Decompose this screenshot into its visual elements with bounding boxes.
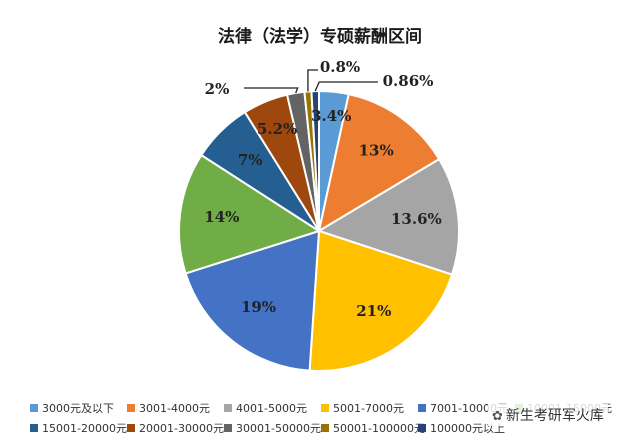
- legend-swatch: [321, 424, 329, 432]
- data-label-8: 5.2%: [257, 120, 297, 138]
- legend-label: 100000元以上: [430, 422, 505, 435]
- pie-slice-2: [317, 93, 441, 234]
- legend-item: 100000元以上: [418, 420, 515, 436]
- legend-item: 50001-100000元: [321, 420, 425, 436]
- watermark: ✿ 新生考研军火库: [488, 404, 608, 426]
- data-label-11: 0.86%: [383, 72, 434, 90]
- legend-swatch: [418, 424, 426, 432]
- legend-swatch: [224, 404, 232, 412]
- legend-swatch: [127, 404, 135, 412]
- legend-item: 5001-7000元: [321, 400, 418, 416]
- legend-swatch: [30, 404, 38, 412]
- data-label-5: 19%: [241, 298, 276, 316]
- legend-label: 4001-5000元: [236, 402, 307, 415]
- legend-item: 4001-5000元: [224, 400, 321, 416]
- legend-item: 3001-4000元: [127, 400, 224, 416]
- legend-label: 15001-20000元: [42, 422, 127, 435]
- leader-line-11: [314, 81, 378, 92]
- leader-line-9: [244, 87, 299, 94]
- legend-item: 20001-30000元: [127, 420, 224, 436]
- legend-label: 3001-4000元: [139, 402, 210, 415]
- pie-plot-area: 3.4% 13% 13.6% 21% 19% 14% 7% 5.2% 2% 0.8% 0.86%: [178, 58, 460, 372]
- legend-label: 30001-50000元: [236, 422, 321, 435]
- legend-label: 5001-7000元: [333, 402, 404, 415]
- legend-item: 3000元及以下: [30, 400, 127, 416]
- pie-slice-3: [316, 157, 460, 276]
- wechat-icon: ✿: [492, 409, 503, 424]
- data-label-1: 3.4%: [311, 107, 351, 125]
- legend-swatch: [30, 424, 38, 432]
- data-label-3: 13.6%: [391, 210, 442, 228]
- pie-slice-6: [178, 153, 322, 275]
- legend-label: 50001-100000元: [333, 422, 425, 435]
- chart-title: 法律（法学）专硕薪酬区间: [218, 27, 422, 47]
- legend-item: 30001-50000元: [224, 420, 321, 436]
- data-label-10: 0.8%: [320, 58, 360, 76]
- legend-swatch: [127, 424, 135, 432]
- data-label-6: 14%: [204, 208, 239, 226]
- leader-line-10: [307, 69, 318, 92]
- legend-swatch: [321, 404, 329, 412]
- legend-label: 3000元及以下: [42, 402, 114, 415]
- pie-slice-11: [310, 89, 320, 232]
- legend-item: 15001-20000元: [30, 420, 127, 436]
- legend-swatch: [224, 424, 232, 432]
- pie-slice-4: [308, 229, 454, 372]
- data-label-4: 21%: [356, 302, 391, 320]
- legend-swatch: [418, 404, 426, 412]
- legend-label: 20001-30000元: [139, 422, 224, 435]
- data-label-2: 13%: [359, 141, 394, 159]
- data-label-7: 7%: [238, 151, 263, 169]
- legend-row-2: 15001-20000元 20001-30000元 30001-50000元 5000…: [30, 418, 630, 438]
- watermark-text: 新生考研军火库: [505, 408, 604, 424]
- pie-slice-5: [184, 229, 321, 372]
- data-label-9: 2%: [205, 80, 230, 98]
